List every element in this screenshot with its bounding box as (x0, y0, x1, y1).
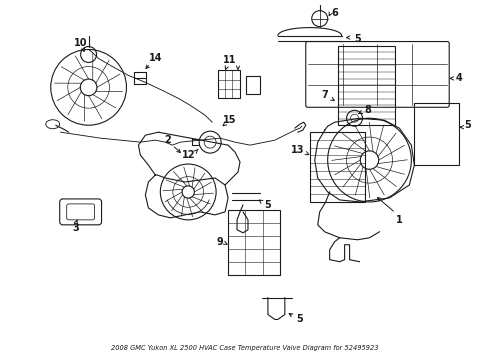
Text: 5: 5 (264, 200, 271, 210)
Text: 4: 4 (455, 73, 462, 84)
Text: 10: 10 (74, 37, 87, 48)
Text: 5: 5 (353, 33, 360, 44)
Text: 3: 3 (72, 223, 79, 233)
Bar (337, 45, 395, 125)
Text: 5: 5 (296, 314, 303, 324)
Bar (218, 71, 240, 98)
Bar (245, 76, 260, 94)
Bar (413, 103, 458, 165)
Bar (309, 132, 364, 202)
Text: 2: 2 (163, 135, 170, 145)
Text: 15: 15 (223, 115, 236, 125)
Text: 12: 12 (181, 150, 195, 160)
Text: 6: 6 (330, 8, 337, 18)
Text: 8: 8 (364, 105, 370, 115)
Text: 14: 14 (148, 54, 162, 63)
Text: 5: 5 (463, 120, 469, 130)
Text: 1: 1 (395, 215, 402, 225)
Text: 11: 11 (223, 55, 236, 66)
Text: 9: 9 (216, 237, 223, 247)
Text: 13: 13 (290, 145, 304, 155)
Text: 7: 7 (321, 90, 327, 100)
Bar (227, 210, 279, 275)
Text: 2008 GMC Yukon XL 2500 HVAC Case Temperature Valve Diagram for 52495923: 2008 GMC Yukon XL 2500 HVAC Case Tempera… (110, 345, 378, 351)
